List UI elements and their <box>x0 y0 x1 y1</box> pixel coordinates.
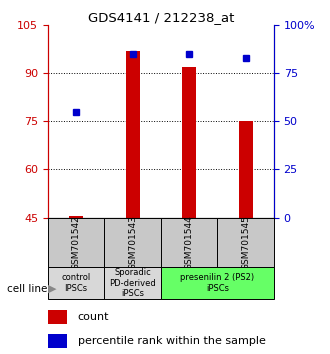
Bar <box>48 218 104 267</box>
Text: cell line: cell line <box>7 284 47 293</box>
Bar <box>182 67 196 218</box>
Text: presenilin 2 (PS2)
iPSCs: presenilin 2 (PS2) iPSCs <box>180 274 254 293</box>
Bar <box>48 334 67 348</box>
Bar <box>161 267 274 299</box>
Text: GSM701543: GSM701543 <box>128 215 137 270</box>
Text: count: count <box>78 312 109 322</box>
Title: GDS4141 / 212238_at: GDS4141 / 212238_at <box>88 11 234 24</box>
Text: ▶: ▶ <box>48 284 56 293</box>
Bar <box>161 218 217 267</box>
Text: GSM701542: GSM701542 <box>72 215 81 270</box>
Text: control
IPSCs: control IPSCs <box>61 274 91 293</box>
Text: Sporadic
PD-derived
iPSCs: Sporadic PD-derived iPSCs <box>109 268 156 298</box>
Bar <box>69 216 83 218</box>
Bar <box>104 267 161 299</box>
Bar <box>217 218 274 267</box>
Text: GSM701544: GSM701544 <box>184 215 194 270</box>
Text: percentile rank within the sample: percentile rank within the sample <box>78 336 266 346</box>
Text: GSM701545: GSM701545 <box>241 215 250 270</box>
Bar <box>48 267 104 299</box>
Bar <box>104 218 161 267</box>
Bar <box>48 310 67 324</box>
Bar <box>125 51 140 218</box>
Bar <box>239 121 253 218</box>
